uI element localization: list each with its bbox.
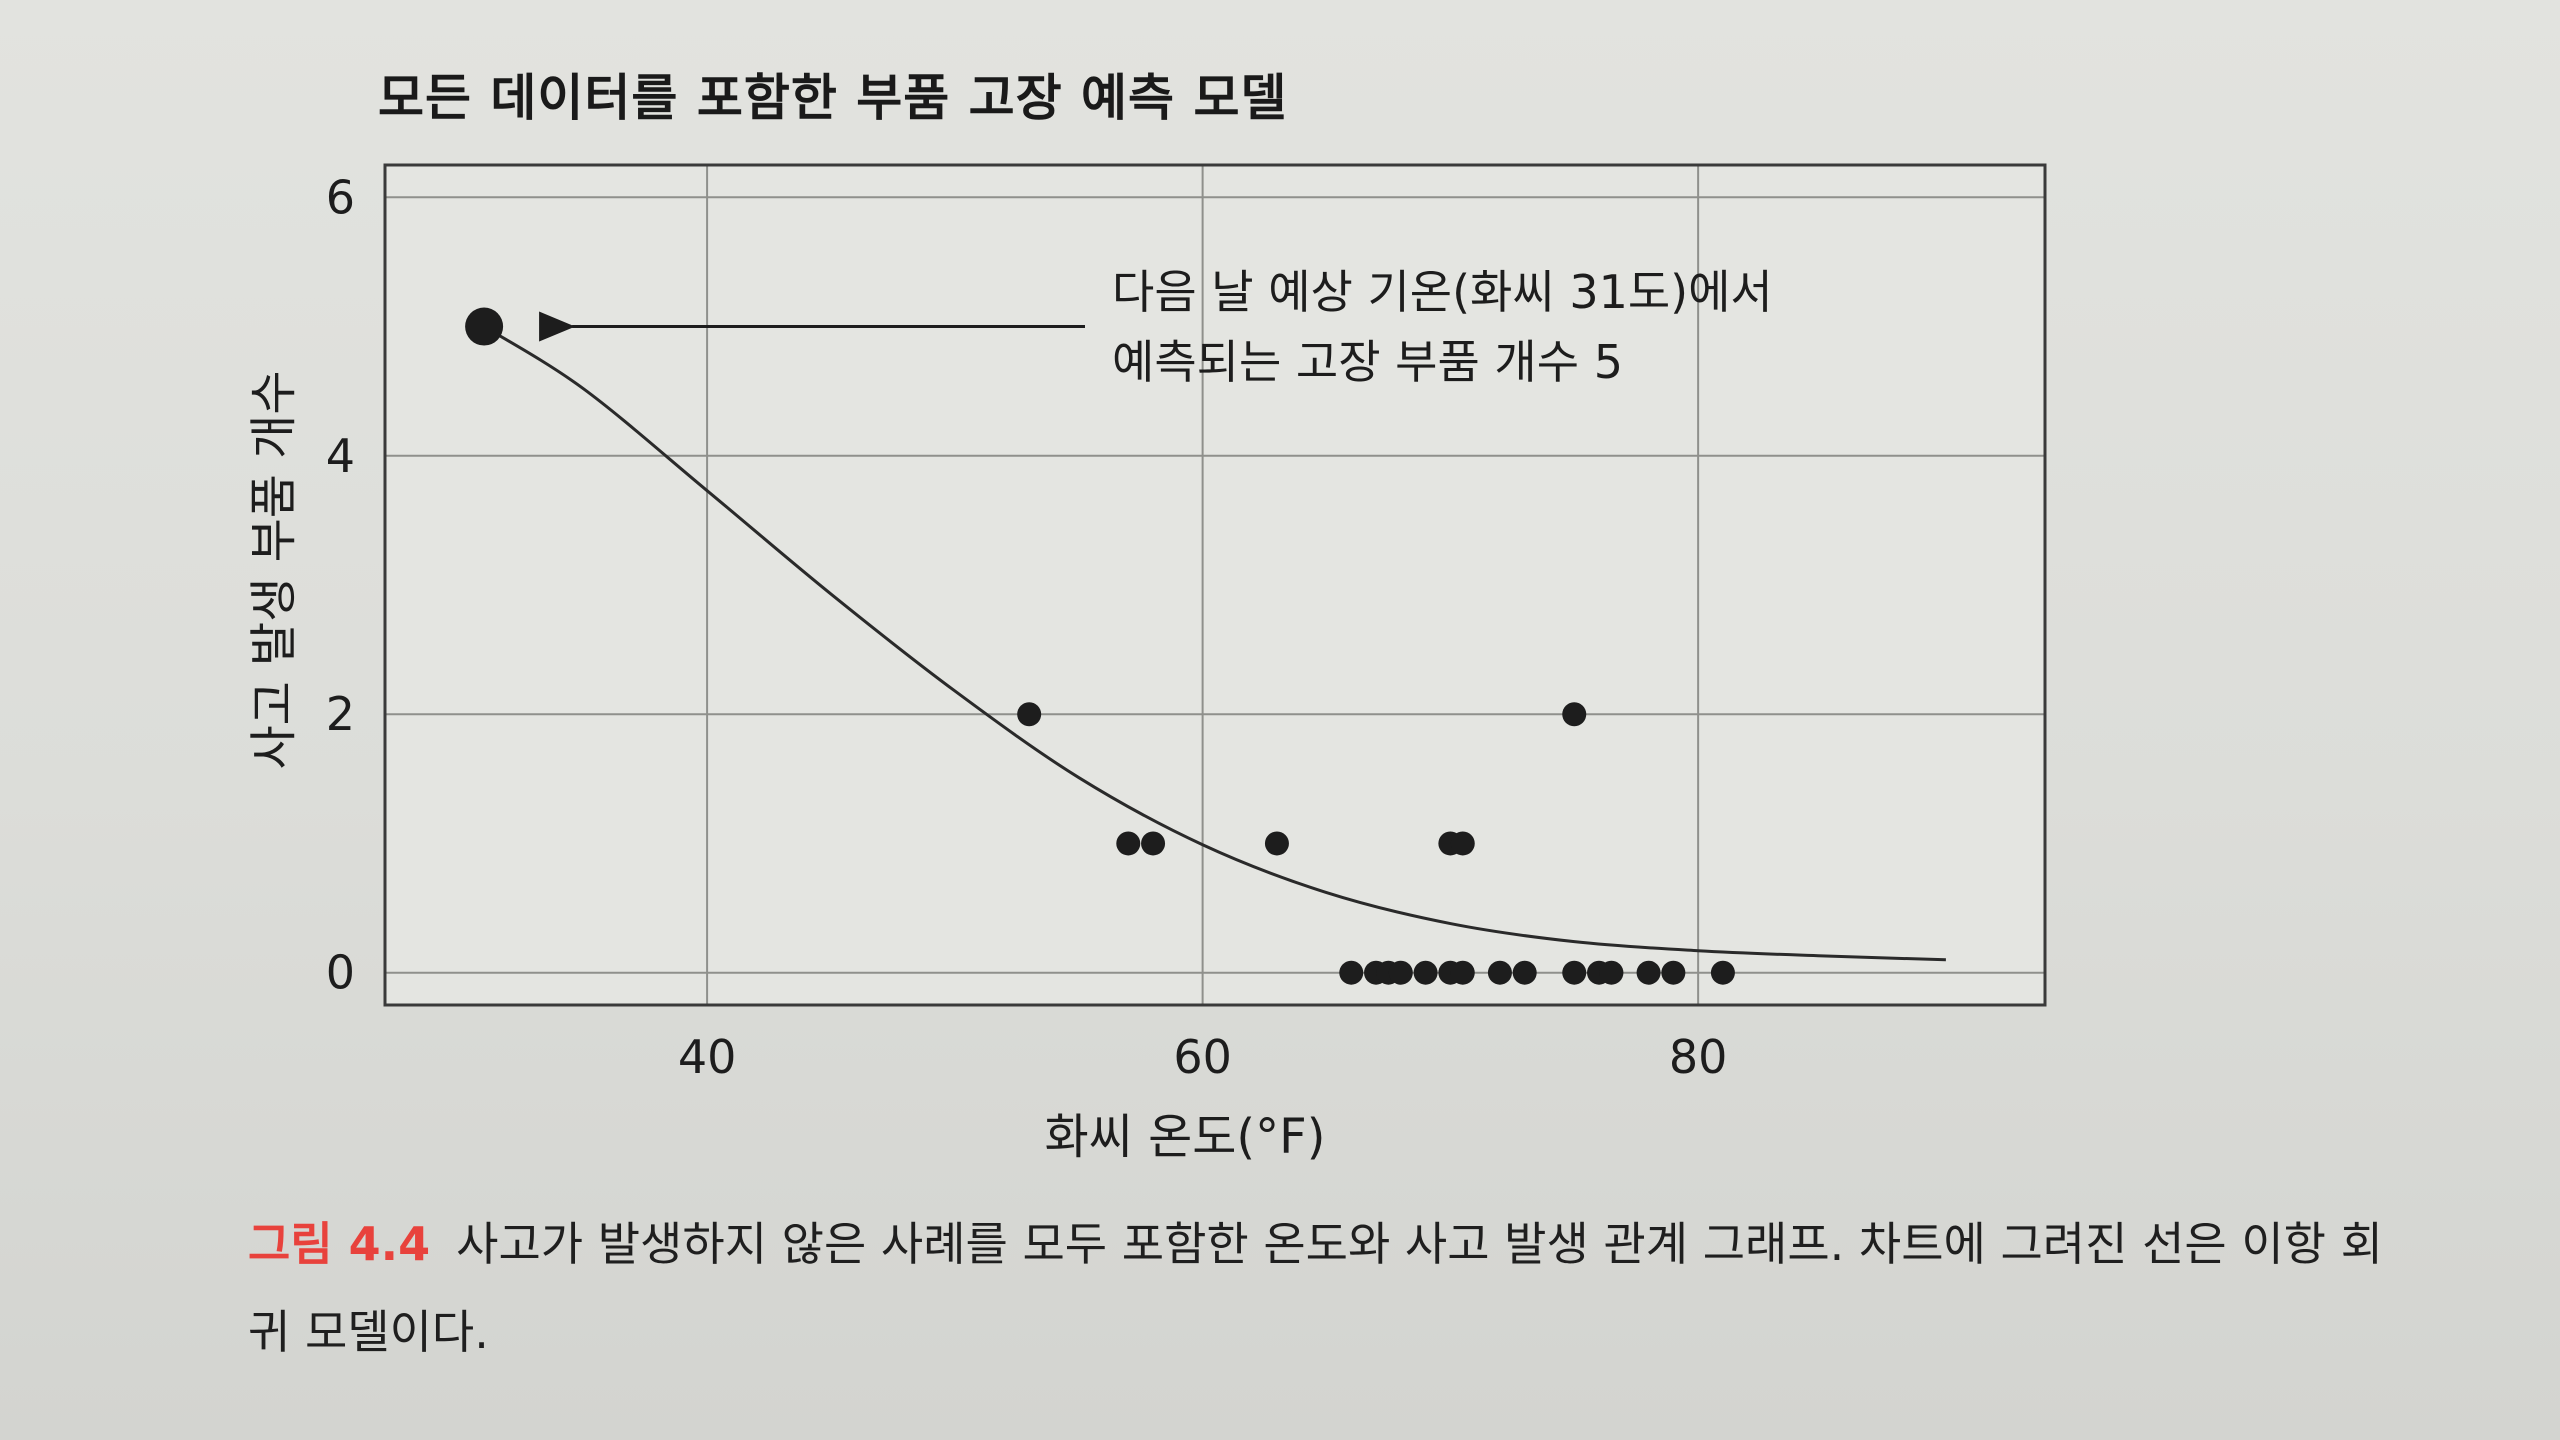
data-point (1017, 702, 1042, 727)
data-point (1599, 960, 1624, 985)
data-point (1450, 960, 1475, 985)
data-point (1116, 831, 1141, 856)
y-tick-label: 6 (326, 170, 355, 224)
y-tick-label: 0 (326, 946, 355, 1000)
figure-caption-text: 사고가 발생하지 않은 사례를 모두 포함한 온도와 사고 발생 관계 그래프.… (248, 1217, 2383, 1359)
plot-area (385, 165, 2045, 1005)
x-tick-label: 60 (1173, 1030, 1232, 1084)
chart-title: 모든 데이터를 포함한 부품 고장 예측 모델 (378, 69, 1288, 127)
y-axis-label: 사고 발생 부품 개수 (246, 370, 302, 769)
x-tick-label: 40 (678, 1030, 737, 1084)
x-axis-label: 화씨 온도(°F) (1045, 1109, 1326, 1165)
data-point (1264, 831, 1289, 856)
data-point (1339, 960, 1364, 985)
y-tick-label: 4 (326, 429, 355, 483)
figure-caption: 그림 4.4 사고가 발생하지 않은 사례를 모두 포함한 온도와 사고 발생 관… (248, 1200, 2398, 1376)
data-point (1413, 960, 1438, 985)
annotation-line-2: 예측되는 고장 부품 개수 5 (1112, 335, 1623, 389)
data-point (1388, 960, 1413, 985)
regression-curve (483, 325, 1946, 962)
data-point (1512, 960, 1537, 985)
data-point (1487, 960, 1512, 985)
data-point (1562, 960, 1587, 985)
y-tick-label: 2 (326, 687, 355, 741)
x-tick-label: 80 (1669, 1030, 1728, 1084)
data-point (1661, 960, 1686, 985)
figure-label: 그림 4.4 (248, 1217, 431, 1271)
annotation-line-1: 다음 날 예상 기온(화씨 31도)에서 (1112, 265, 1773, 319)
data-point (1562, 702, 1587, 727)
prediction-point (465, 307, 504, 346)
data-point (1141, 831, 1166, 856)
plot-frame (383, 163, 2047, 1007)
data-point (1710, 960, 1735, 985)
data-point (1450, 831, 1475, 856)
data-point (1636, 960, 1661, 985)
